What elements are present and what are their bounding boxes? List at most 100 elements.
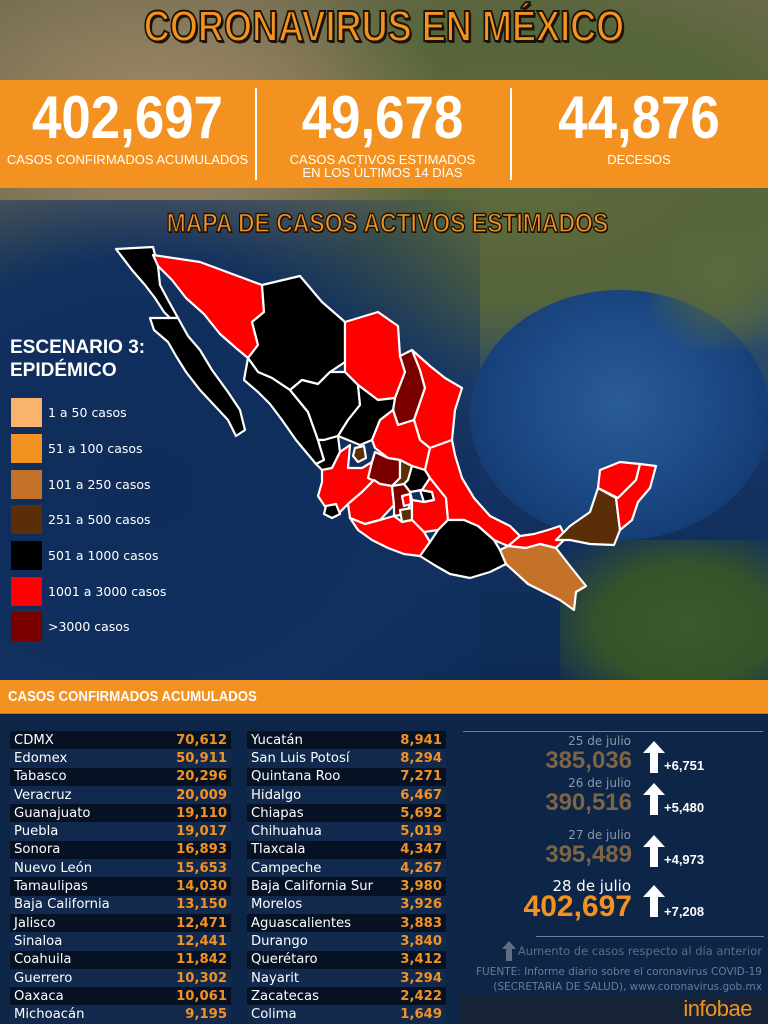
case-count: 3,294 [400,970,442,986]
table-row: Yucatán 8,941 [247,731,446,750]
state-name: Aguascalientes [251,915,351,931]
table-row: Tlaxcala 4,347 [247,840,446,860]
trend-delta: +6,751 [664,758,705,773]
table-column-left: CDMX 70,612 Edomex 50,911 Tabasco 20,296 Ve… [10,731,231,1024]
case-count: 6,467 [400,787,442,803]
legend-swatch [11,398,42,428]
arrow-up-icon [643,835,665,867]
state-name: Colima [251,1007,297,1023]
legend-label: 101 a 250 casos [48,476,151,492]
state-name: Tabasco [14,769,67,785]
arrow-up-icon [643,885,665,917]
table-row: Baja California 13,150 [10,895,231,914]
state-baja-california-sur [148,316,247,438]
table-row: CDMX 70,612 [10,731,231,750]
legend-swatch [11,576,42,606]
state-name: Quintana Roo [251,769,341,785]
table-row: Oaxaca 10,061 [10,987,231,1006]
case-count: 4,347 [400,842,442,858]
trend-date: 28 de julio [552,877,631,895]
state-name: Chiapas [251,805,304,821]
table-row: Quintana Roo 7,271 [247,767,446,786]
kpi-label: CASOS CONFIRMADOS ACUMULADOS [6,152,249,167]
case-count: 12,441 [176,933,227,949]
state-name: Tlaxcala [251,842,306,858]
map-legend: 1 a 50 casos 51 a 100 casos 101 a 250 ca… [11,395,166,645]
state-name: Hidalgo [251,787,302,803]
kpi-label: EN LOS ÚLTIMOS 14 DÍAS [302,165,463,180]
table-row: Nayarit 3,294 [247,968,446,988]
trend-total: 395,489 [545,841,632,868]
case-count: 20,009 [176,787,227,803]
table-row: Tabasco 20,296 [10,767,231,786]
state-name: Durango [251,933,308,949]
case-count: 5,692 [400,805,442,821]
arrow-legend-note: Aumento de casos respecto al día anterio… [501,941,762,961]
florida-land [650,230,768,350]
case-count: 2,422 [400,988,442,1004]
table-column-right: Yucatán 8,941 San Luis Potosí 8,294 Quinta… [247,731,446,1024]
case-count: 3,883 [400,915,442,931]
state-name: Baja California Sur [251,879,374,895]
table-row: Nuevo León 15,653 [10,859,231,878]
case-count: 1,649 [400,1007,442,1023]
trend-delta: +4,973 [664,852,705,867]
divider [536,936,764,937]
note-text: Aumento de casos respecto al día anterio… [517,944,762,958]
state-name: Nayarit [251,970,300,986]
kpi-active-cases: 49,678 CASOS ACTIVOS ESTIMADOS EN LOS ÚL… [255,80,510,188]
case-count: 20,296 [176,769,227,785]
case-count: 19,017 [176,824,227,840]
state-guerrero [348,514,432,558]
trend-delta: +7,208 [664,904,705,919]
legend-item: 1001 a 3000 casos [11,573,166,609]
case-count: 3,926 [400,897,442,913]
state-name: Chihuahua [251,824,322,840]
case-count: 10,061 [176,988,227,1004]
central-america-land [560,540,768,680]
case-count: 5,019 [400,824,442,840]
trend-delta: +5,480 [664,800,705,815]
kpi-label: CASOS ACTIVOS ESTIMADOS [289,152,476,167]
legend-label: 1001 a 3000 casos [48,583,167,599]
case-count: 16,893 [176,842,227,858]
table-row: Chiapas 5,692 [247,804,446,823]
case-count: 8,294 [400,750,442,766]
table-row: Michoacán 9,195 [10,1005,231,1024]
table-row: Edomex 50,911 [10,749,231,768]
state-name: Jalisco [14,915,56,931]
state-name: Yucatán [251,732,303,748]
table-row: San Luis Potosí 8,294 [247,749,446,768]
legend-swatch [11,434,42,464]
legend-label: 251 a 500 casos [48,512,151,528]
table-row: Zacatecas 2,422 [247,987,446,1006]
case-count: 3,412 [400,952,442,968]
map-title: MAPA DE CASOS ACTIVOS ESTIMADOS [166,207,609,238]
table-row: Hidalgo 6,467 [247,785,446,805]
mexico-choropleth-map [114,245,658,612]
state-name: Guanajuato [14,805,91,821]
kpi-value: 402,697 [32,84,223,151]
kpi-value: 49,678 [301,84,464,151]
state-name: Coahuila [14,952,72,968]
state-name: Michoacán [14,1007,85,1023]
state-name: Nuevo León [14,860,93,876]
table-row: Campeche 4,267 [247,859,446,878]
state-quintana-roo [614,462,658,532]
case-count: 4,267 [400,860,442,876]
table-row: Sinaloa 12,441 [10,932,231,951]
state-aguascalientes [351,444,368,464]
table-row: Guerrero 10,302 [10,968,231,988]
kpi-label: DECESOS [607,152,671,167]
table-row: Durango 3,840 [247,932,446,951]
trend-date: 25 de julio [568,734,631,748]
trend-entry: 27 de julio 395,489 +4,973 [460,828,768,876]
case-count: 15,653 [176,860,227,876]
table-row: Jalisco 12,471 [10,913,231,933]
divider [255,88,257,180]
state-zacatecas [336,383,397,447]
kpi-band: 402,697 CASOS CONFIRMADOS ACUMULADOS 49,… [0,80,768,188]
table-row: Sonora 16,893 [10,840,231,860]
case-count: 11,842 [176,952,227,968]
case-count: 8,941 [400,732,442,748]
